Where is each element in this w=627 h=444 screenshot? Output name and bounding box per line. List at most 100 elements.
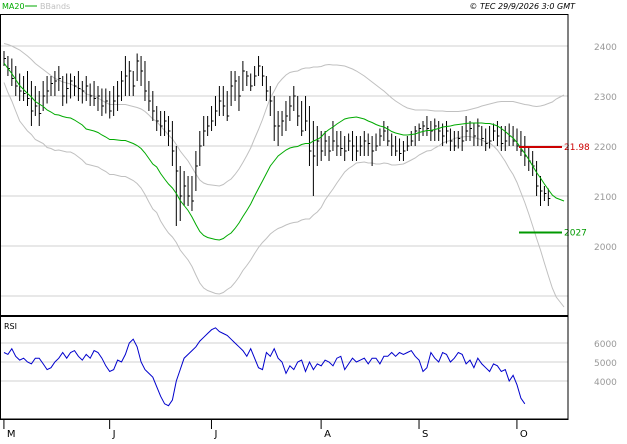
price-bar	[375, 133, 379, 151]
price-bar	[11, 58, 14, 86]
price-bar	[109, 91, 112, 119]
price-bar	[422, 121, 426, 136]
bb-legend-label: BBands	[40, 2, 70, 11]
price-bar	[363, 131, 367, 156]
price-bar	[187, 176, 191, 206]
price-bar	[160, 111, 163, 136]
price-bar	[113, 86, 116, 116]
bb-lower-line	[3, 82, 565, 308]
price-bar	[242, 61, 245, 91]
price-bar	[58, 66, 61, 91]
price-bar	[493, 123, 496, 141]
price-y-tick-label: 2100	[594, 193, 617, 203]
price-bar	[496, 121, 500, 146]
price-bar	[136, 53, 140, 81]
price-bar	[481, 126, 484, 146]
ma-legend-label: MA20	[2, 2, 25, 11]
bb-upper-line	[3, 43, 565, 187]
x-tick-label: S	[422, 429, 428, 440]
price-bar	[226, 91, 230, 121]
price-bar	[62, 76, 65, 106]
price-bar	[379, 128, 382, 146]
price-bar	[395, 136, 398, 156]
ma-layer	[3, 62, 565, 241]
x-tick-label: M	[7, 429, 16, 440]
price-bar	[281, 111, 285, 136]
price-bar	[179, 166, 183, 221]
price-bar	[23, 76, 26, 101]
annotation-lines: 21.98 2027	[519, 143, 590, 239]
price-bar	[383, 121, 386, 141]
price-bar	[218, 86, 222, 116]
x-tick-label: J	[213, 429, 217, 440]
price-bar	[97, 86, 100, 111]
price-bar	[391, 133, 394, 156]
price-bar	[148, 81, 151, 111]
price-bar	[246, 71, 249, 86]
price-bar	[171, 121, 175, 166]
price-bar	[167, 116, 171, 146]
price-bar	[473, 123, 476, 146]
price-bar	[547, 188, 551, 206]
price-bar	[485, 128, 488, 151]
price-bar	[301, 101, 304, 136]
price-bar	[469, 121, 473, 141]
price-bar	[238, 76, 241, 111]
price-bar	[261, 66, 265, 86]
price-bar	[324, 131, 328, 156]
price-bars	[3, 51, 551, 226]
price-bar	[520, 131, 523, 156]
price-bar	[191, 176, 194, 211]
price-bar	[38, 91, 42, 126]
price-bar	[348, 133, 351, 151]
price-bar	[15, 66, 18, 96]
price-bar	[312, 121, 316, 196]
price-bar	[352, 131, 355, 161]
price-bar	[26, 71, 30, 106]
price-bar	[402, 141, 406, 161]
copyright-text: © TEC 29/9/2026 3:0 GMT	[469, 2, 576, 11]
price-bar	[359, 136, 363, 156]
price-bar	[164, 111, 167, 136]
price-bar	[73, 76, 77, 96]
price-bar	[536, 161, 539, 196]
price-bar	[293, 86, 296, 111]
price-bar	[120, 71, 124, 101]
price-bar	[46, 76, 50, 104]
price-bar	[250, 73, 253, 91]
price-bar	[77, 71, 81, 101]
price-bar	[446, 121, 449, 144]
price-bar	[132, 71, 136, 96]
price-bar	[320, 131, 324, 161]
price-bar	[258, 56, 261, 76]
price-bar	[81, 81, 85, 104]
price-bar	[101, 88, 104, 116]
price-bar	[504, 126, 508, 151]
price-bar	[70, 73, 73, 99]
price-bar	[340, 131, 343, 156]
price-bar	[528, 146, 531, 171]
x-tick-label: O	[520, 429, 528, 440]
chart-frame	[0, 14, 569, 420]
price-bar	[156, 106, 159, 131]
price-bar	[543, 186, 547, 201]
price-bar	[199, 131, 202, 166]
price-bar	[222, 86, 226, 116]
price-bar	[336, 131, 339, 156]
price-bar	[211, 106, 214, 131]
price-y-tick-label: 2000	[594, 243, 617, 253]
price-bar	[355, 136, 359, 161]
price-bar	[19, 73, 22, 101]
bbands-layer	[3, 43, 565, 308]
price-bar	[105, 88, 108, 114]
price-bar	[54, 71, 57, 96]
price-bar	[332, 121, 335, 151]
price-bar	[430, 121, 433, 141]
rsi-title: RSI	[4, 322, 17, 331]
price-bar	[367, 133, 371, 156]
axis-labels: 2400 2300 2200 2100 2000 6000 5000 4000 M J J A S O	[3, 43, 617, 440]
resistance-label: 21.98	[564, 143, 590, 153]
price-bar	[308, 106, 312, 166]
